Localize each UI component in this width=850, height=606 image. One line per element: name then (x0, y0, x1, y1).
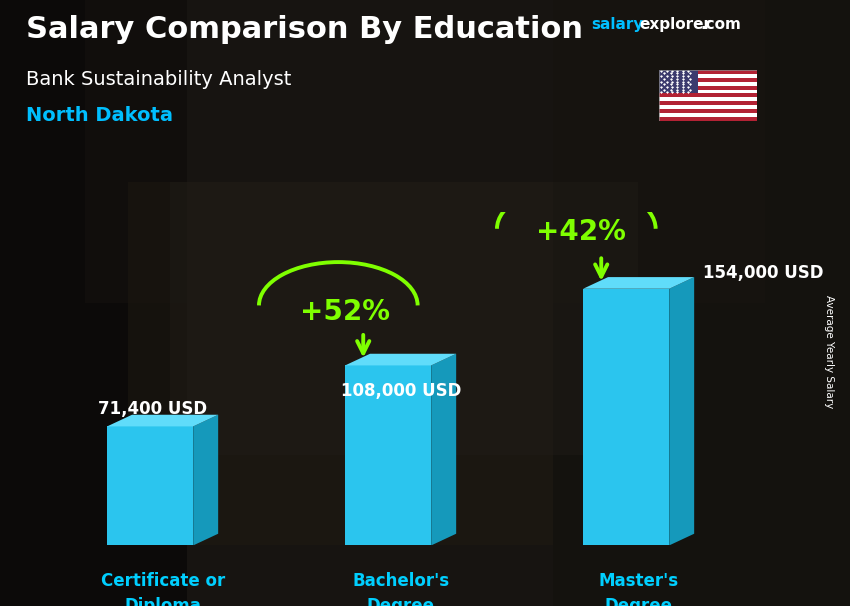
Bar (0, 0, 187, 606)
Text: 71,400 USD: 71,400 USD (98, 400, 207, 418)
Polygon shape (107, 415, 218, 427)
Bar (170, 182, 638, 454)
Text: North Dakota: North Dakota (26, 106, 173, 125)
Bar (552, 0, 850, 606)
Polygon shape (345, 354, 456, 365)
Polygon shape (345, 365, 431, 545)
Bar (659, 82, 756, 85)
Text: explorer: explorer (639, 17, 711, 32)
Bar (659, 109, 756, 113)
Text: +42%: +42% (536, 218, 626, 246)
Polygon shape (583, 277, 694, 288)
Bar (659, 85, 756, 90)
Text: 154,000 USD: 154,000 USD (703, 264, 824, 282)
Polygon shape (669, 277, 694, 545)
Polygon shape (583, 288, 669, 545)
Text: Certificate or
Diploma: Certificate or Diploma (100, 572, 224, 606)
Bar (659, 78, 756, 82)
Bar (659, 74, 756, 78)
Text: Bank Sustainability Analyst: Bank Sustainability Analyst (26, 70, 291, 88)
Text: salary: salary (591, 17, 643, 32)
Bar (85, 0, 765, 303)
Bar (659, 70, 756, 74)
Text: Master's
Degree: Master's Degree (598, 572, 678, 606)
Bar (659, 90, 756, 93)
Bar (659, 70, 698, 93)
Bar (659, 98, 756, 101)
Bar (659, 113, 756, 117)
Bar (659, 117, 756, 121)
Bar (659, 101, 756, 105)
Text: Salary Comparison By Education: Salary Comparison By Education (26, 15, 582, 44)
Text: Average Yearly Salary: Average Yearly Salary (824, 295, 834, 408)
Text: 108,000 USD: 108,000 USD (341, 382, 461, 400)
Bar (128, 182, 552, 545)
Polygon shape (431, 354, 456, 545)
Text: Bachelor's
Degree: Bachelor's Degree (352, 572, 449, 606)
Polygon shape (107, 427, 193, 545)
Polygon shape (193, 415, 218, 545)
Bar (659, 93, 756, 98)
Bar (659, 105, 756, 109)
Text: .com: .com (700, 17, 741, 32)
Text: +52%: +52% (300, 298, 390, 326)
